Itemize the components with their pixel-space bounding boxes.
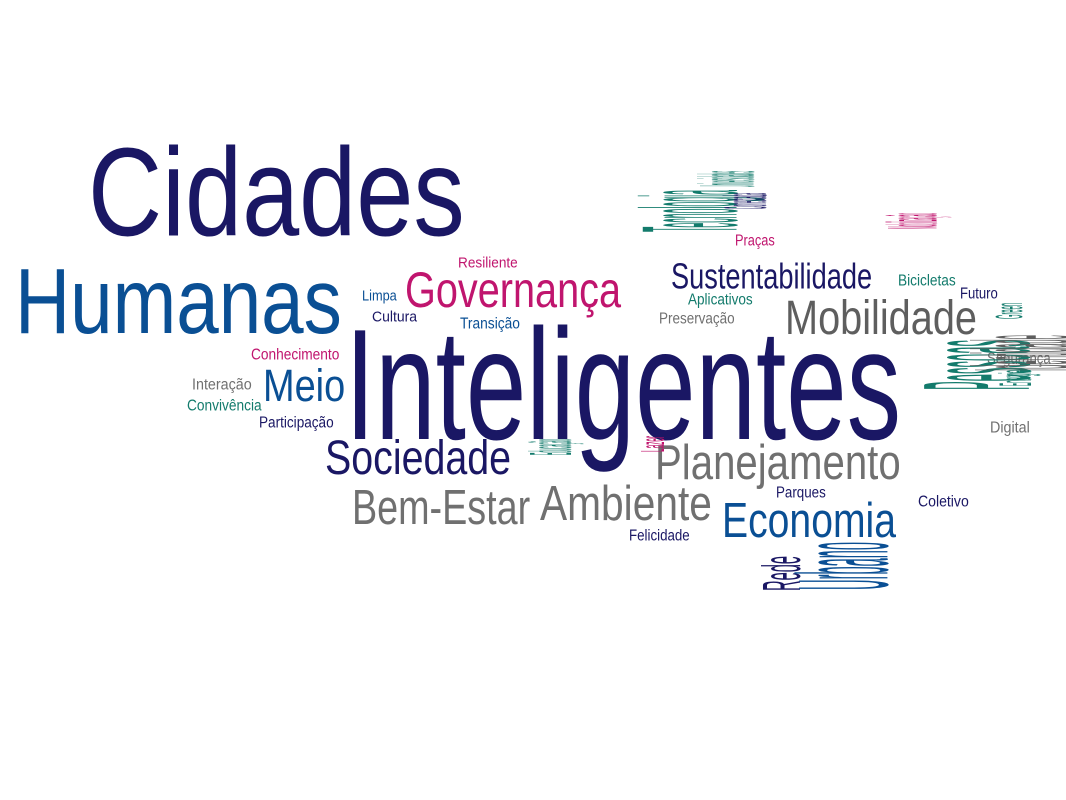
word-bem-estar: Bem-Estar (352, 479, 531, 535)
word-futuro: Futuro (960, 284, 998, 302)
word-conectada: Conectada (712, 193, 780, 209)
word-seguranca: Segurança (987, 349, 1051, 367)
word-transicao: Transição (460, 314, 520, 332)
word-urbano: Urbano (771, 541, 916, 590)
word-cultura: Cultura (372, 308, 418, 325)
word-humanas: Humanas (15, 249, 342, 354)
word-sustentabilidade: Sustentabilidade (671, 255, 873, 297)
word-governanca: Governança (405, 261, 622, 318)
word-limpa: Limpa (362, 287, 397, 304)
word-green: Green (988, 302, 1031, 319)
word-lazer: Lazer (634, 435, 671, 452)
word-felicidade: Felicidade (629, 526, 690, 544)
word-educacao: Educação (518, 439, 585, 455)
word-mobilizacao: Mobilização (872, 213, 952, 229)
word-energia: Energia (989, 370, 1041, 386)
word-bicicletas: Bicicletas (898, 271, 956, 289)
word-inteligentes: Inteligentes (345, 296, 902, 473)
word-interacao: Interação (192, 375, 252, 393)
word-convivencia: Convivência (187, 396, 262, 414)
word-ambiente: Ambiente (540, 475, 712, 531)
word-parques: Parques (776, 483, 826, 501)
word-resiliente: Resiliente (458, 254, 518, 271)
word-aplicativos: Aplicativos (688, 290, 753, 308)
word-conhecimento: Conhecimento (251, 345, 340, 363)
word-participacao: Participação (259, 413, 334, 431)
word-sociedade: Sociedade (325, 431, 512, 485)
word-planejamento: Planejamento (655, 434, 901, 490)
word-identidade: Identidade (945, 335, 1066, 371)
word-universidades: Universidades (682, 171, 771, 187)
word-mobilidade: Mobilidade (785, 291, 977, 345)
word-pracas: Praças (735, 231, 775, 249)
word-coletivo: Coletivo (918, 492, 969, 510)
word-economia: Economia (722, 492, 897, 548)
word-cidades: Cidades (88, 121, 465, 263)
word-preservacao: Preservação (659, 309, 735, 327)
word-digital: Digital (990, 418, 1030, 436)
word-meio: Meio (263, 359, 346, 411)
